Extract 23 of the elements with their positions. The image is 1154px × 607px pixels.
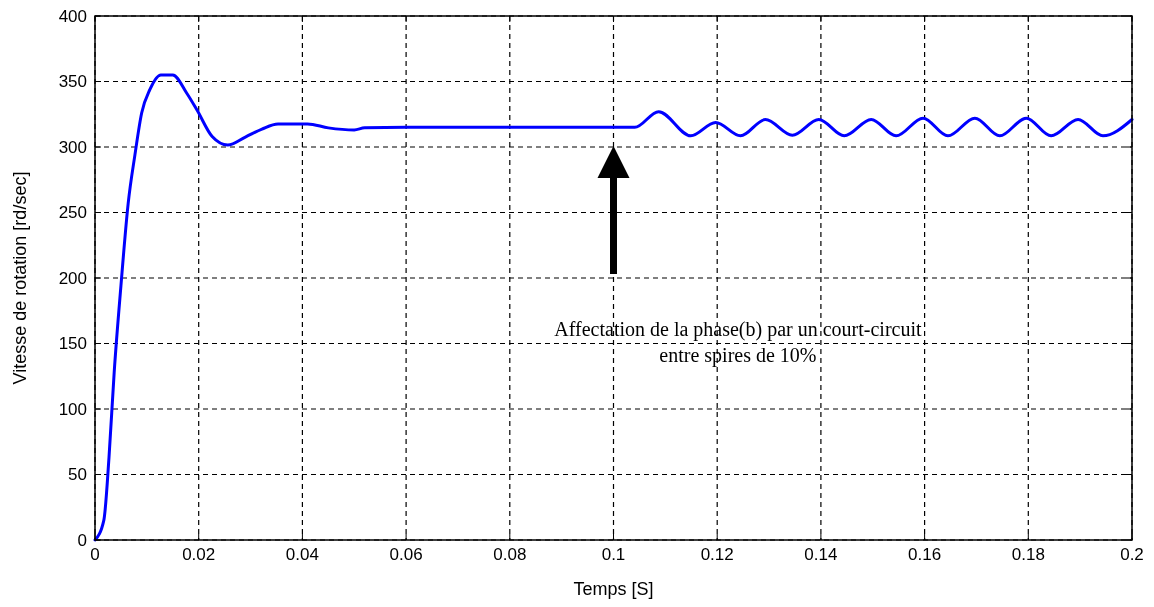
y-axis-title: Vitesse de rotation [rd/sec] — [10, 171, 30, 385]
y-tick-label: 100 — [58, 399, 87, 419]
x-tick-label: 0.02 — [182, 545, 216, 564]
annotation: Affectation de la phase(b) par un court-circuit entre spires de 10% — [554, 318, 922, 367]
x-tick-label: 0.2 — [1120, 545, 1144, 564]
x-tick-label: 0.1 — [601, 545, 626, 564]
y-tick-label: 0 — [77, 530, 87, 550]
y-tick-label: 250 — [58, 203, 87, 223]
x-axis-title: Temps [S] — [573, 579, 654, 599]
x-tick-label: 0 — [90, 545, 100, 564]
x-tick-label: 0.18 — [1011, 545, 1045, 564]
x-tick-label: 0.04 — [285, 545, 319, 564]
x-tick-label: 0.16 — [908, 545, 942, 564]
y-tick-label: 300 — [58, 137, 87, 157]
x-tick-label: 0.12 — [700, 545, 734, 564]
x-tick-label: 0.14 — [804, 545, 838, 564]
x-tick-label: 0.08 — [493, 545, 527, 564]
y-tick-label: 150 — [58, 334, 87, 354]
y-tick-label: 50 — [68, 465, 87, 485]
y-tick-label: 400 — [58, 6, 87, 26]
y-tick-label: 200 — [58, 268, 87, 288]
y-tick-label: 350 — [58, 72, 87, 92]
x-tick-label: 0.06 — [389, 545, 423, 564]
